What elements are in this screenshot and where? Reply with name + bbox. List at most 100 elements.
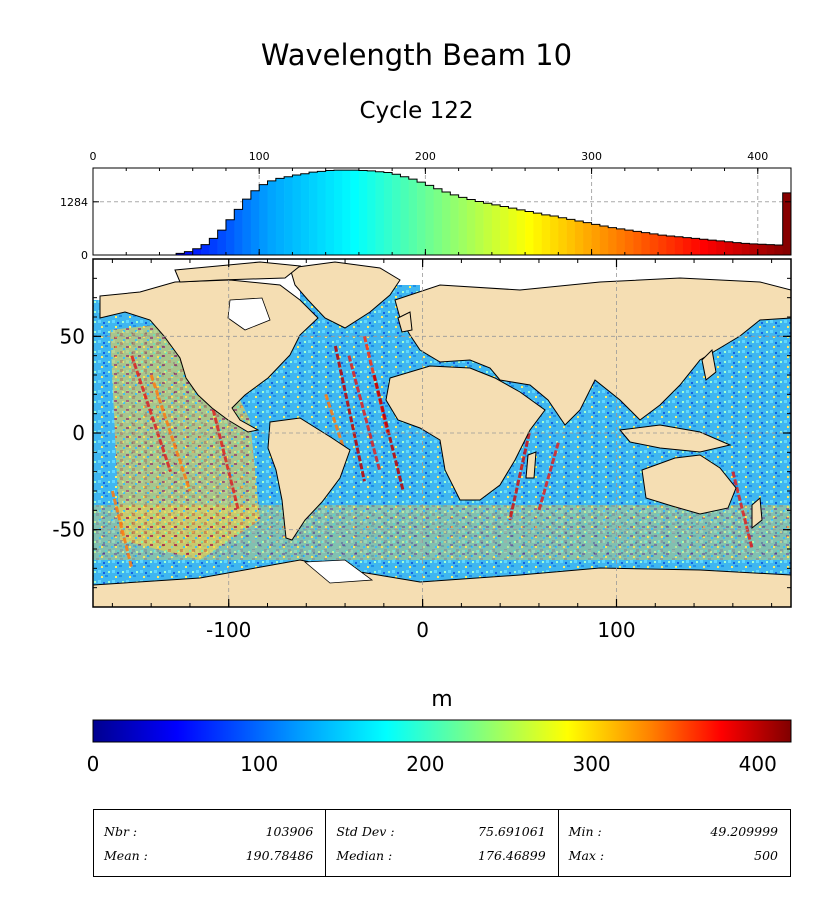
colorbar-tick-label: 300 — [572, 752, 610, 776]
histogram-bar — [674, 236, 684, 255]
land-south-america — [267, 417, 351, 541]
map-y-tick-label: 0 — [72, 421, 85, 445]
histogram-bar — [558, 217, 567, 255]
histogram-bar — [757, 244, 767, 255]
histogram-bar — [633, 231, 642, 255]
histogram-bar — [450, 194, 459, 255]
histogram-x-tick-label: 200 — [415, 150, 436, 163]
histogram-bar — [417, 182, 426, 255]
land-arctic-islands — [174, 261, 302, 283]
histogram-bar — [550, 216, 559, 255]
histogram-bar — [699, 239, 709, 255]
histogram-bar — [275, 178, 285, 255]
histogram-bar — [475, 201, 484, 255]
std-dev-value: 75.691061 — [478, 824, 546, 839]
histogram-bar — [541, 214, 551, 255]
chart-title: Wavelength Beam 10 — [260, 38, 573, 72]
south-ocean-high-wave-zone — [93, 505, 791, 560]
map-panel: -100 0 100 50 0 -50 — [52, 258, 792, 642]
histogram-bar — [566, 219, 576, 255]
histogram-x-tick-label: 0 — [90, 150, 97, 163]
histogram-bar — [724, 241, 734, 255]
histogram-bar — [342, 170, 351, 255]
histogram-bar — [209, 238, 218, 255]
land-new-zealand — [751, 496, 763, 530]
histogram-bar — [242, 199, 252, 255]
ice-weddell — [303, 559, 374, 584]
histogram-bar — [649, 233, 659, 255]
high-wave-track — [110, 490, 134, 569]
nbr-value: 103906 — [265, 824, 314, 839]
high-wave-track — [537, 442, 560, 511]
median-value: 176.46899 — [478, 848, 546, 863]
colorbar-tick-label: 400 — [739, 752, 777, 776]
histogram-bar — [201, 244, 210, 255]
min-value: 49.209999 — [710, 824, 778, 839]
histogram-x-tick-label: 100 — [249, 150, 270, 163]
land-japan — [701, 348, 717, 381]
histogram-bar — [508, 208, 518, 255]
mean-value: 190.78486 — [245, 848, 314, 863]
histogram-bar — [225, 219, 235, 255]
histogram-bar — [782, 192, 792, 255]
histogram-bar — [383, 172, 393, 255]
histogram-bar — [292, 175, 302, 255]
histogram-bar — [408, 179, 418, 255]
histogram-y-tick-label: 1284 — [60, 196, 88, 209]
histogram-x-ticks: 0 100 200 300 400 — [90, 150, 768, 255]
histogram-bar — [333, 170, 343, 255]
map-x-ticks: -100 0 100 — [111, 259, 773, 642]
histogram-bars — [176, 170, 792, 255]
histogram-bar — [176, 253, 185, 255]
land-greenland — [289, 261, 401, 329]
land-eurasia — [394, 277, 791, 426]
histogram-bar — [525, 211, 534, 255]
histogram-bar — [741, 243, 750, 255]
colorbar-ticks: 0 100 200 300 400 — [87, 752, 777, 776]
colorbar-tick-label: 0 — [87, 752, 100, 776]
high-wave-track — [324, 393, 347, 453]
nbr-label: Nbr : — [104, 824, 138, 839]
histogram-bar — [400, 176, 410, 255]
histogram-bar — [591, 224, 601, 255]
histogram-outline — [93, 169, 791, 256]
colorbar-tick-label: 100 — [240, 752, 278, 776]
chart-subtitle: Cycle 122 — [359, 98, 474, 124]
histogram-bar — [666, 235, 675, 255]
histogram-bar — [574, 221, 584, 255]
std-dev-label: Std Dev : — [336, 824, 395, 839]
histogram-bar — [608, 227, 617, 255]
map-grid — [93, 259, 791, 607]
histogram-bar — [466, 199, 476, 255]
histogram-y-tick-label: 0 — [81, 249, 88, 262]
histogram-bar — [658, 235, 667, 255]
stats-column-spread: Std Dev : 75.691061 Median : 176.46899 — [326, 810, 559, 876]
histogram-bar — [641, 232, 651, 255]
histogram-bar — [500, 206, 509, 255]
histogram-x-tick-label: 300 — [581, 150, 602, 163]
histogram-bar — [217, 230, 227, 255]
histogram-bar — [691, 238, 700, 255]
high-wave-track — [333, 345, 366, 482]
histogram-bar — [749, 243, 759, 255]
histogram-bar — [599, 226, 609, 255]
histogram-bar — [624, 230, 634, 255]
stats-column-range: Min : 49.209999 Max : 500 — [559, 810, 790, 876]
high-wave-track — [207, 393, 240, 511]
land-britain — [397, 311, 413, 333]
land-madagascar — [525, 451, 537, 479]
histogram-bar — [300, 173, 310, 255]
histogram-bar — [350, 170, 360, 255]
histogram-bar — [367, 170, 376, 255]
high-wave-track — [508, 432, 531, 521]
histogram-bar — [234, 209, 243, 255]
statistics-table: Nbr : 103906 Mean : 190.78486 Std Dev : 75.… — [93, 809, 791, 877]
histogram-panel: 0 100 200 300 400 0 1284 — [60, 150, 792, 262]
histogram-bar — [309, 172, 318, 255]
histogram-bar — [732, 242, 742, 255]
min-label: Min : — [568, 824, 602, 839]
histogram-bar — [483, 203, 493, 255]
high-wave-track — [347, 355, 382, 473]
histogram-bar — [616, 228, 626, 255]
